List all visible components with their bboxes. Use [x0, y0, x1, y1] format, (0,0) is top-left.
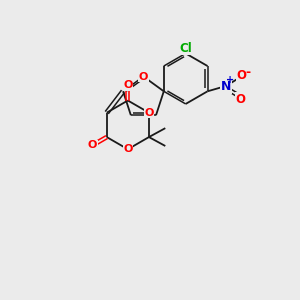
Text: O: O — [123, 80, 133, 90]
Text: Cl: Cl — [179, 42, 192, 55]
Text: O: O — [236, 69, 246, 82]
Text: +: + — [226, 75, 235, 85]
Text: -: - — [245, 66, 250, 79]
Text: O: O — [235, 93, 245, 106]
Text: O: O — [88, 140, 97, 150]
Text: N: N — [221, 80, 231, 93]
Text: O: O — [144, 108, 154, 118]
Text: O: O — [139, 71, 148, 82]
Text: O: O — [123, 144, 133, 154]
